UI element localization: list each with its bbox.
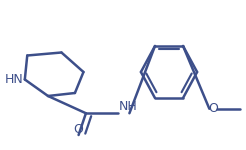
Text: NH: NH [119, 99, 138, 112]
Text: O: O [74, 123, 84, 136]
Text: HN: HN [5, 73, 24, 86]
Text: O: O [208, 102, 218, 115]
